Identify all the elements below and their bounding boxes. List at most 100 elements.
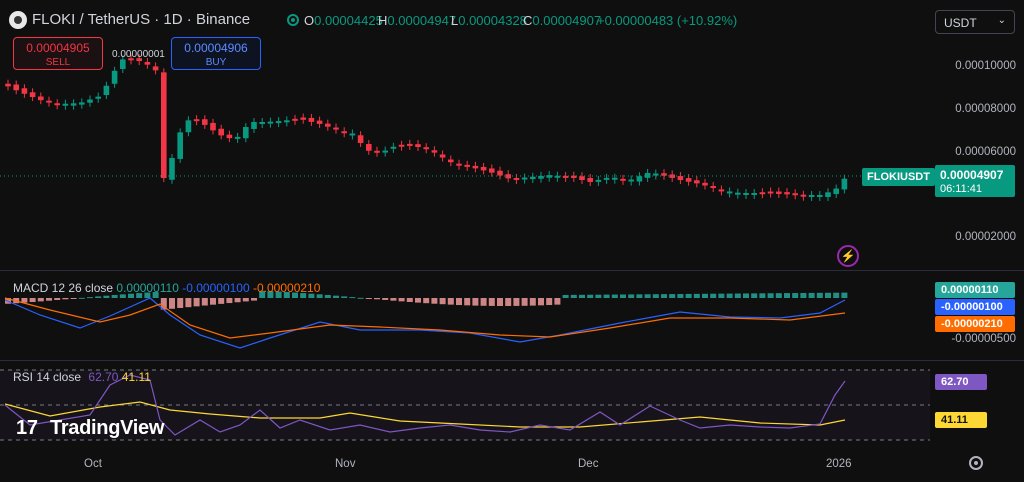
price-tick: 0.00008000	[955, 103, 1016, 115]
macd-histogram-bar	[218, 298, 225, 304]
macd-histogram-bar	[29, 298, 36, 303]
sell-price: 0.00004905	[26, 41, 90, 55]
candle-body	[398, 144, 405, 147]
ohlc-high: H0.00004947	[378, 13, 457, 28]
candle-body	[193, 119, 200, 122]
macd-histogram-bar	[267, 291, 274, 298]
buy-button[interactable]: 0.00004906 BUY	[171, 37, 261, 70]
macd-histogram-bar	[128, 293, 134, 298]
macd-histogram-bar	[603, 294, 610, 298]
macd-histogram-bar	[579, 294, 585, 298]
macd-histogram-bar	[800, 292, 807, 298]
candle-body	[152, 66, 159, 71]
macd-histogram-bar	[505, 298, 512, 306]
ohlc-open: O0.00004425	[304, 13, 383, 28]
macd-histogram-bar	[365, 298, 372, 299]
candle-body	[374, 150, 380, 153]
high-marker-label: 0.00000001	[112, 49, 165, 60]
candle-body	[79, 102, 85, 105]
macd-histogram-bar	[70, 298, 77, 299]
settings-gear-icon[interactable]	[969, 456, 983, 470]
candle-body	[456, 163, 462, 166]
macd-histogram-bar	[759, 293, 766, 298]
macd-histogram-bar	[767, 293, 774, 298]
ohlc-low: L0.00004328	[451, 13, 527, 28]
candle-body	[521, 177, 528, 180]
candle-body	[800, 194, 807, 197]
macd-histogram-bar	[521, 298, 528, 306]
time-tick: Dec	[578, 458, 599, 470]
macd-histogram-bar	[275, 291, 282, 298]
price-tick: 0.00006000	[955, 146, 1016, 158]
macd-histogram-bar	[661, 294, 667, 298]
tradingview-logo[interactable]: 17 TradingView	[16, 417, 165, 439]
candle-body	[603, 177, 610, 180]
signal-line-badge: -0.00000210	[935, 316, 1015, 332]
macd-histogram-bar	[677, 293, 684, 298]
candle-body	[636, 176, 643, 182]
candle-body	[808, 195, 815, 197]
candle-body	[554, 175, 561, 178]
floki-logo-icon	[9, 11, 27, 29]
macd-histogram-bar	[669, 294, 676, 298]
candle-body	[284, 120, 290, 123]
macd-histogram-bar	[259, 290, 266, 298]
macd-histogram-bar	[743, 293, 749, 298]
candle-body	[341, 131, 347, 134]
macd-histogram-bar	[472, 298, 479, 306]
currency-select[interactable]: USDT ⌄	[935, 10, 1015, 34]
buy-price: 0.00004906	[184, 41, 248, 55]
symbol-title[interactable]: FLOKI / TetherUS · 1D · Binance	[32, 11, 251, 28]
macd-histogram-bar	[111, 294, 118, 298]
rsi-badge: 62.70	[935, 374, 987, 390]
pane-separator-rsi[interactable]	[0, 360, 1024, 361]
candle-body	[259, 122, 265, 124]
macd-histogram-bar	[308, 293, 315, 298]
candle-body	[644, 172, 651, 178]
macd-histogram-bar	[554, 298, 561, 305]
macd-histogram-bar	[390, 298, 397, 301]
pane-separator-macd[interactable]	[0, 270, 1024, 271]
candle-body	[694, 180, 700, 184]
candle-body	[726, 191, 733, 194]
market-status-icon[interactable]	[287, 14, 299, 26]
rsi-legend[interactable]: RSI 14 close 62.70 41.11	[13, 370, 151, 384]
macd-histogram-bar	[324, 294, 331, 298]
ohlc-close: C0.00004907	[523, 13, 602, 28]
macd-histogram-bar	[693, 293, 700, 298]
macd-histogram-bar	[628, 294, 635, 298]
macd-histogram-bar	[103, 295, 110, 298]
candle-body	[316, 120, 323, 124]
macd-histogram-bar	[513, 298, 520, 306]
sell-button[interactable]: 0.00004905 SELL	[13, 37, 103, 70]
time-tick: Oct	[84, 458, 102, 470]
macd-line	[4, 297, 846, 349]
candle-body	[87, 99, 93, 103]
candle-body	[480, 166, 487, 171]
candle-body	[743, 193, 749, 195]
time-tick: Nov	[335, 458, 356, 470]
macd-histogram-bar	[825, 292, 831, 298]
macd-legend[interactable]: MACD 12 26 close 0.00000110 -0.00000100 …	[13, 281, 321, 295]
macd-histogram-bar	[95, 296, 102, 298]
candle-body	[128, 58, 134, 61]
candle-body	[234, 136, 241, 139]
candle-body	[702, 182, 708, 186]
chart-canvas[interactable]	[0, 0, 930, 450]
candle-body	[202, 119, 208, 125]
candle-body	[841, 178, 848, 190]
buy-label: BUY	[205, 57, 227, 68]
candle-body	[562, 175, 569, 178]
candle-body	[653, 173, 659, 176]
symbol-price-label: FLOKIUSDT	[862, 168, 935, 186]
lightning-icon[interactable]: ⚡	[837, 245, 859, 267]
macd-histogram-bar	[529, 298, 536, 306]
candle-body	[595, 179, 602, 182]
macd-histogram-bar	[431, 298, 438, 304]
macd-histogram-bar	[398, 298, 405, 302]
macd-histogram-bar	[226, 298, 233, 304]
candle-body	[275, 121, 282, 124]
macd-histogram-bar	[488, 298, 495, 306]
candle-body	[21, 88, 28, 94]
macd-histogram-bar	[169, 298, 175, 309]
